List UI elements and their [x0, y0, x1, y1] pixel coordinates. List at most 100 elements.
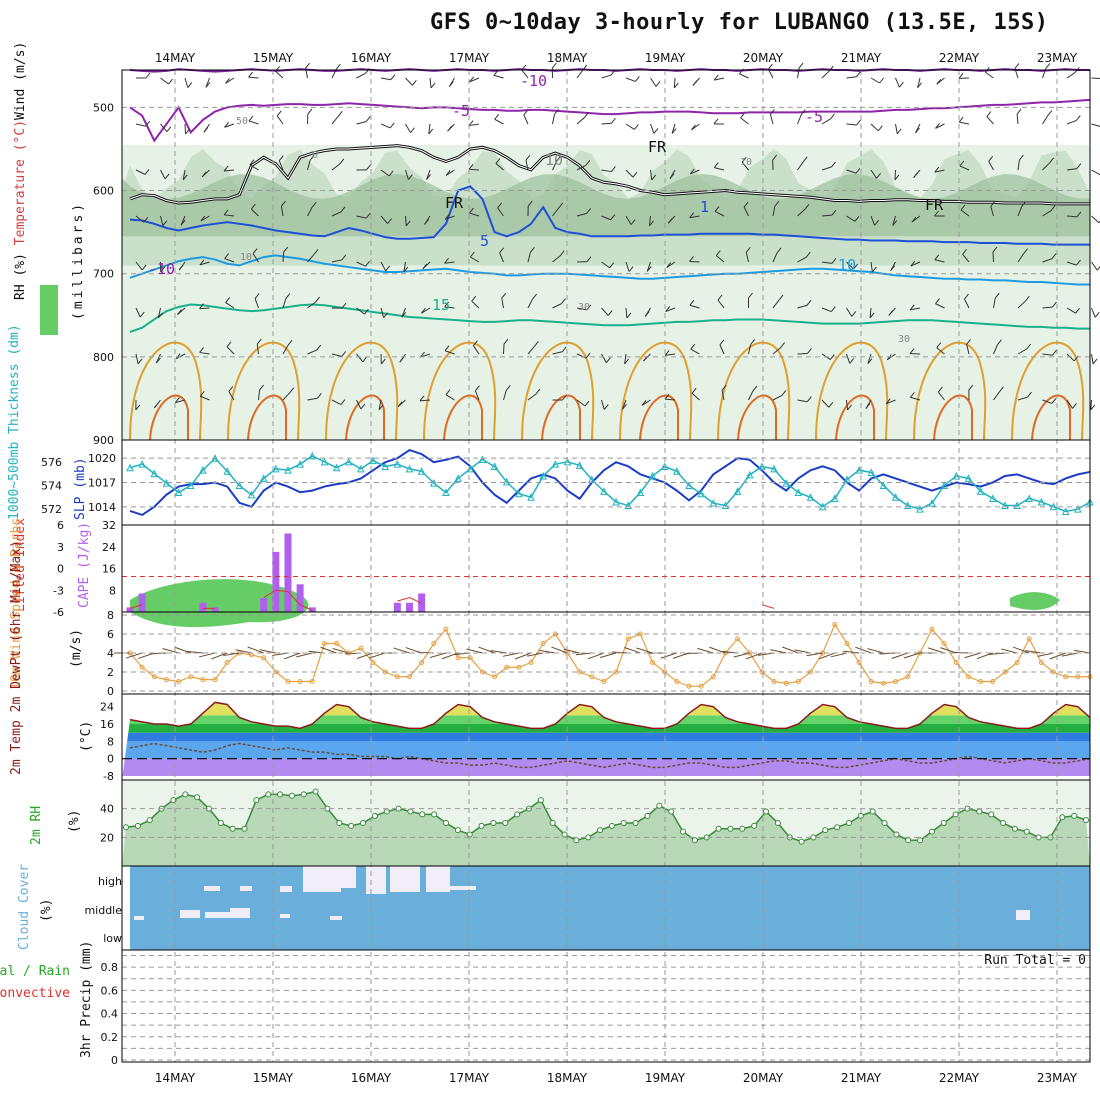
- rh-point: [312, 788, 319, 795]
- wind-barb-flag: [624, 358, 629, 365]
- temp-band: [122, 715, 1090, 724]
- thickness-point: [186, 481, 195, 489]
- temp-unit-text: (°C): [79, 721, 94, 752]
- wind-barb-flag: [1019, 154, 1024, 161]
- wind-barb: [160, 123, 168, 132]
- rh-point: [822, 827, 829, 834]
- thickness-point: [223, 467, 232, 475]
- wind-barb: [444, 306, 455, 309]
- wind-barb-flag: [383, 312, 388, 318]
- thickness-point: [174, 488, 183, 497]
- rh-point: [905, 837, 912, 844]
- wind-barb-flag: [649, 220, 654, 227]
- wind-barb-10m: [770, 649, 787, 654]
- wind-barb: [494, 118, 504, 125]
- wind-barb: [1042, 399, 1053, 404]
- cape-bar: [308, 607, 316, 612]
- temp-contour-20: [423, 341, 497, 441]
- wind-barb-10m: [867, 648, 884, 654]
- bottom-date-tick: 21MAY: [841, 1071, 882, 1085]
- wind-barb-10m: [478, 646, 495, 654]
- wind-barb: [1042, 115, 1049, 125]
- wind-speed-point: [941, 641, 947, 646]
- thickness-point: [794, 488, 803, 497]
- wind-barb: [993, 298, 996, 309]
- wind-barb: [624, 353, 627, 364]
- thickness-point: [162, 478, 171, 487]
- li-ylabel: Lifted Index: [13, 518, 28, 612]
- top-date-tick: 23MAY: [1037, 51, 1078, 65]
- wind-speed-point: [650, 660, 656, 665]
- wind-barb-flag: [249, 159, 255, 166]
- wind-speed-point: [735, 636, 741, 642]
- thickness-point: [916, 504, 924, 513]
- wind-barb-flag: [646, 266, 652, 272]
- top-date-tick: 22MAY: [939, 51, 980, 65]
- wind-barb-flag: [1024, 295, 1030, 302]
- thickness-point: [891, 493, 900, 501]
- wind-barb: [331, 115, 339, 125]
- wind-barb-10m: [198, 652, 216, 658]
- wind-barb-flag: [911, 216, 917, 223]
- temp-contour-10: [129, 254, 1090, 286]
- wind-barb: [797, 161, 804, 171]
- wind-barb: [895, 123, 898, 134]
- wind-barb-flag: [936, 342, 942, 349]
- slp-tick: 1020: [88, 452, 116, 465]
- thickness-point: [357, 464, 365, 473]
- wind-barb-flag: [691, 124, 696, 131]
- wind-barb-flag: [424, 219, 429, 225]
- wind-barb: [495, 163, 504, 171]
- rh-shade-high: [1010, 592, 1060, 610]
- wind-barb: [740, 117, 749, 125]
- wind-barb-flag: [410, 127, 415, 133]
- rh-point: [763, 808, 769, 815]
- contour-label: 30: [578, 302, 590, 313]
- wind-barb: [184, 123, 187, 135]
- wind-speed-point: [200, 677, 206, 683]
- rh-shade-dark: [122, 173, 1090, 237]
- wind-barb-flag: [917, 82, 922, 89]
- wind-barb-flag: [447, 125, 452, 132]
- wind-barb: [468, 168, 480, 171]
- temp-band: [122, 724, 1090, 733]
- wind-barb: [525, 160, 529, 171]
- precip-tick: 0.4: [101, 1008, 119, 1021]
- wind-barb: [772, 299, 780, 309]
- wind-barb-flag: [865, 403, 871, 409]
- wind-barb: [601, 215, 611, 221]
- wind-barb: [769, 114, 774, 125]
- wind-barb-flag: [610, 166, 616, 172]
- wind-speed-point: [492, 674, 498, 680]
- wind-barb-flag: [689, 212, 695, 219]
- contour-label: 50: [236, 116, 248, 127]
- thickness-point: [393, 460, 402, 468]
- wind-barb: [576, 164, 587, 171]
- wind-barb-flag: [1014, 63, 1020, 69]
- line-layer: [114, 62, 1100, 845]
- wind-barb-flag: [199, 390, 205, 397]
- wind-barb: [910, 307, 921, 311]
- thickness-point: [551, 460, 560, 468]
- grid-layer: [122, 70, 1090, 1062]
- wind-barb-flag: [934, 210, 939, 217]
- wind-barb: [960, 209, 970, 217]
- wind-barb: [527, 252, 531, 263]
- precip-conv-label: Convective: [0, 986, 70, 1001]
- wind-barb-flag: [421, 307, 426, 314]
- wind-speed-point: [880, 680, 886, 686]
- cloud-cell: [280, 886, 292, 892]
- wind-barb: [160, 77, 169, 85]
- wind-barb-flag: [365, 68, 370, 74]
- rh-point: [881, 820, 888, 826]
- wind-barb-10m: [660, 652, 677, 659]
- wind-barb: [772, 206, 776, 217]
- wind-barb-flag: [632, 171, 638, 178]
- wind-barb: [689, 260, 700, 263]
- thickness-point: [685, 481, 693, 489]
- wind-barb-flag: [444, 257, 449, 264]
- wind-barb: [1091, 169, 1100, 176]
- wind-barb: [445, 394, 455, 401]
- thickness-point: [332, 463, 341, 472]
- temp-contour-20: [913, 341, 987, 441]
